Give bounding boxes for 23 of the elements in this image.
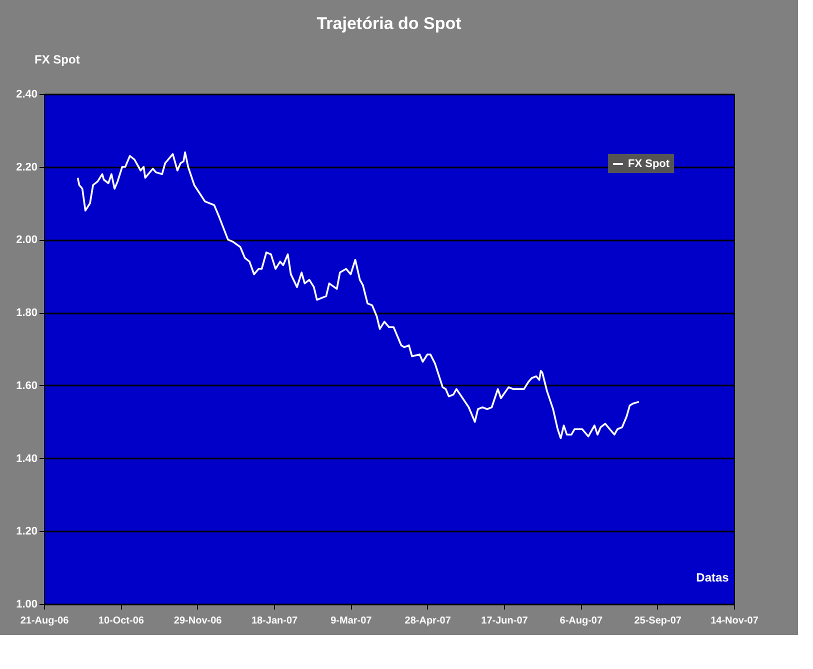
y-tick-label: 1.60 — [16, 380, 38, 392]
legend-label: FX Spot — [628, 158, 670, 170]
y-tick-label: 1.00 — [16, 598, 38, 610]
x-tick-label: 29-Nov-06 — [174, 616, 222, 626]
x-axis-title: Datas — [696, 570, 730, 584]
y-tick-label: 1.40 — [16, 452, 38, 465]
x-tick-label: 9-Mar-07 — [330, 616, 372, 626]
x-tick-label: 10-Oct-06 — [98, 616, 144, 626]
y-tick-label: 2.40 — [16, 88, 38, 100]
x-tick-label: 21-Aug-06 — [20, 616, 70, 626]
x-tick-label: 14-Nov-07 — [710, 616, 759, 626]
y-tick-label: 1.80 — [16, 307, 38, 320]
y-axis-title: FX Spot — [34, 52, 80, 66]
y-tick-label: 2.00 — [16, 234, 38, 246]
chart-title: Trajetória do Spot — [316, 14, 462, 33]
x-tick-label: 18-Jan-07 — [251, 616, 298, 626]
y-tick-label: 2.20 — [16, 161, 38, 174]
x-tick-label: 25-Sep-07 — [634, 616, 682, 626]
line-series — [76, 151, 640, 440]
y-tick-label: 1.20 — [16, 526, 38, 538]
x-tick-label: 28-Apr-07 — [404, 616, 452, 626]
x-tick-label: 6-Aug-07 — [560, 616, 603, 626]
x-tick-label: 17-Jun-07 — [481, 616, 528, 626]
